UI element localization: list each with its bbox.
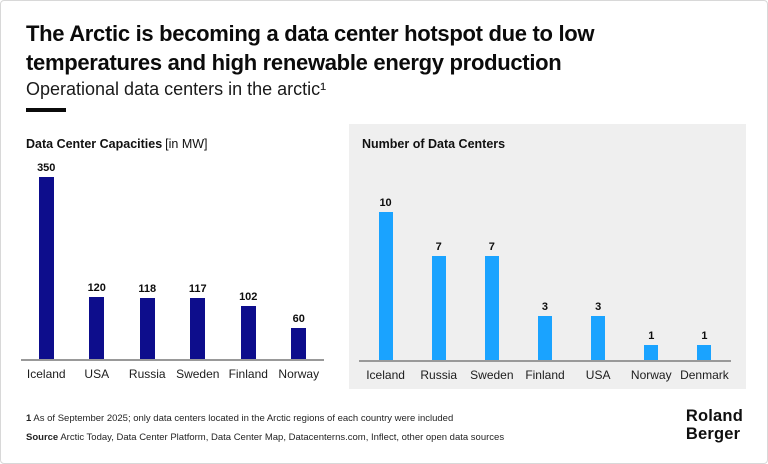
bar-column-sweden: 117 [173, 283, 224, 359]
bar-value-label-sweden: 7 [488, 241, 495, 253]
bar-column-usa: 3 [572, 301, 625, 360]
bar-value-label-iceland: 10 [379, 197, 392, 209]
bar-value-label-finland: 102 [239, 291, 258, 303]
page-title: The Arctic is becoming a data center hot… [26, 19, 595, 77]
chart-capacities-title-text: Data Center Capacities [26, 137, 163, 151]
bar-denmark [697, 345, 712, 360]
category-label-denmark: Denmark [680, 368, 729, 382]
bar-value-label-usa: 120 [87, 282, 106, 294]
category-label-usa: USA [84, 367, 110, 381]
chart-count-plot-wrap: 10 7 7 3 3 1 1 Iceland Russia Sweden Finland USA No… [359, 197, 731, 382]
bar-value-label-norway: 1 [648, 330, 655, 342]
logo-line2: Berger [685, 425, 741, 443]
category-label-finland: Finland [228, 367, 268, 381]
page-title-line2: temperatures and high renewable energy p… [26, 50, 562, 75]
chart-capacities-unit-label: [in MW] [165, 137, 208, 151]
bar-value-label-denmark: 1 [701, 330, 708, 342]
bar-sweden [484, 256, 499, 360]
category-label-russia: Russia [420, 368, 458, 382]
bar-column-denmark: 1 [678, 330, 731, 360]
category-label-iceland: Iceland [366, 368, 405, 382]
accent-rule [26, 108, 66, 112]
bar-usa [89, 297, 105, 359]
category-label-sweden: Sweden [470, 368, 514, 382]
bar-sweden [190, 298, 206, 359]
bar-finland [240, 306, 256, 359]
bar-value-label-usa: 3 [595, 301, 602, 313]
bar-value-label-sweden: 117 [188, 283, 207, 295]
category-label-norway: Norway [278, 367, 320, 381]
bar-russia [139, 298, 155, 359]
bar-column-usa: 120 [72, 282, 123, 359]
chart-capacities-plot: 350 120 118 117 102 60 [21, 162, 325, 361]
source-text: Arctic Today, Data Center Platform, Data… [60, 432, 505, 443]
bar-iceland [378, 212, 393, 360]
bar-column-iceland: 10 [359, 197, 412, 360]
bar-column-iceland: 350 [21, 162, 72, 359]
chart-count-panel: Number of Data Centers 10 7 7 3 3 1 1 Iceland R… [349, 124, 746, 389]
chart-count-title-text: Number of Data Centers [362, 137, 506, 151]
bar-value-label-iceland: 350 [37, 162, 56, 174]
chart-count-category-row: Iceland Russia Sweden Finland USA Norway Denma… [359, 362, 731, 382]
bar-russia [431, 256, 446, 360]
bar-value-label-russia: 118 [138, 283, 157, 295]
category-label-usa: USA [585, 368, 611, 382]
page-subtitle: Operational data centers in the arctic¹ [26, 79, 327, 99]
page-title-line1: The Arctic is becoming a data center hot… [26, 21, 595, 46]
chart-count-title: Number of Data Centers [362, 137, 505, 151]
bar-column-finland: 3 [518, 301, 571, 360]
logo-line1: Roland [685, 407, 743, 425]
bar-value-label-russia: 7 [435, 241, 442, 253]
bar-value-label-finland: 3 [541, 301, 549, 313]
bar-value-label-norway: 60 [292, 313, 305, 325]
footnote-text: As of September 2025; only data centers … [33, 413, 454, 424]
bar-column-russia: 118 [122, 283, 173, 359]
roland-berger-logo: Roland Berger [686, 407, 743, 443]
chart-capacities-title: Data Center Capacities [in MW] [26, 137, 324, 151]
chart-capacities-category-row: Iceland USA Russia Sweden Finland Norway [21, 361, 324, 381]
category-label-iceland: Iceland [26, 367, 66, 381]
bar-usa [591, 316, 606, 360]
category-label-finland: Finland [525, 368, 565, 382]
bar-norway [291, 328, 307, 359]
footnote: 1 As of September 2025; only data center… [26, 413, 453, 424]
category-label-sweden: Sweden [176, 367, 220, 381]
bar-column-sweden: 7 [465, 241, 518, 360]
bar-finland [537, 316, 552, 360]
bar-norway [644, 345, 659, 360]
source-label: Source [26, 432, 59, 443]
footnote-marker: 1 [26, 413, 32, 424]
bar-column-norway: 60 [274, 313, 325, 359]
chart-capacities: Data Center Capacities [in MW] 350 120 118 1… [21, 137, 324, 381]
category-label-norway: Norway [630, 368, 672, 382]
bar-column-norway: 1 [625, 330, 678, 360]
source-line: Source Arctic Today, Data Center Platfor… [26, 432, 504, 443]
bar-column-finland: 102 [223, 291, 274, 359]
bar-iceland [38, 177, 54, 359]
bar-column-russia: 7 [412, 241, 465, 360]
chart-count-plot: 10 7 7 3 3 1 1 [359, 197, 731, 362]
category-label-russia: Russia [128, 367, 166, 381]
